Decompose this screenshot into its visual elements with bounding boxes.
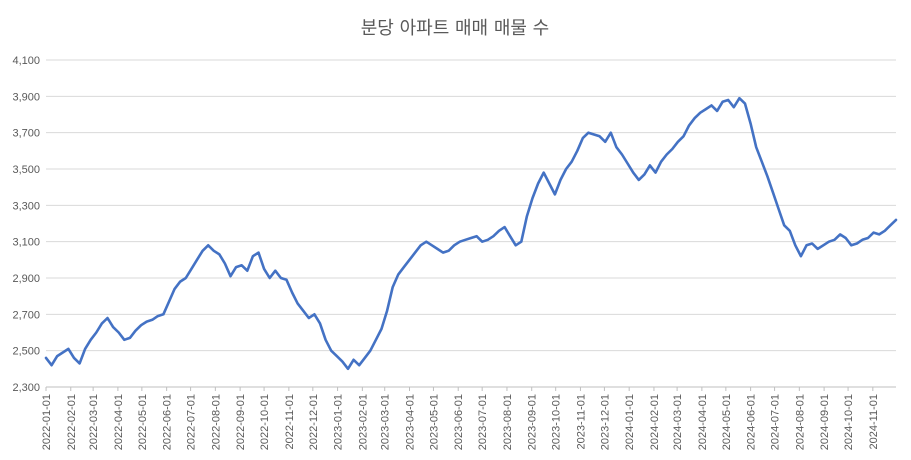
x-tick-label: 2024-02-01 (649, 394, 661, 450)
y-tick-label: 3,700 (12, 128, 40, 140)
x-tick-label: 2022-09-01 (235, 394, 247, 450)
y-tick-label: 3,500 (12, 164, 40, 176)
x-tick-label: 2022-02-01 (66, 394, 78, 450)
x-tick-label: 2024-04-01 (697, 394, 709, 450)
x-tick-label: 2024-01-01 (624, 394, 636, 450)
x-tick-label: 2024-10-01 (843, 394, 855, 450)
y-tick-label: 3,100 (12, 237, 40, 249)
x-tick-label: 2024-11-01 (868, 394, 880, 449)
x-tick-label: 2022-04-01 (113, 394, 125, 450)
series-layer (44, 96, 898, 371)
series-line-0 (44, 96, 898, 371)
x-tick-label: 2022-10-01 (259, 394, 271, 450)
x-tick-label: 2023-12-01 (599, 394, 611, 450)
x-tick-label: 2023-08-01 (502, 394, 514, 450)
x-tick-label: 2023-07-01 (477, 394, 489, 450)
x-tick-label: 2024-07-01 (770, 394, 782, 450)
y-tick-label: 2,300 (12, 382, 40, 394)
x-tick-label: 2023-06-01 (453, 394, 465, 450)
y-tick-label: 4,100 (12, 55, 40, 67)
x-tick-label: 2023-05-01 (428, 394, 440, 450)
x-tick-label: 2024-09-01 (819, 394, 831, 450)
x-axis-ticks: 2022-01-01 2022-02-01 2022-03-01 2022-04-01… (41, 387, 880, 450)
y-tick-label: 2,900 (12, 273, 40, 285)
x-tick-label: 2024-05-01 (721, 394, 733, 450)
y-axis-ticks: 2,300 2,500 2,700 2,900 3,100 3,300 3,500 3,700… (12, 55, 40, 394)
x-tick-label: 2024-03-01 (672, 394, 684, 450)
x-tick-label: 2023-02-01 (357, 394, 369, 450)
x-tick-label: 2023-03-01 (380, 394, 392, 450)
x-tick-label: 2022-08-01 (210, 394, 222, 450)
x-tick-label: 2022-03-01 (88, 394, 100, 450)
x-tick-label: 2023-10-01 (551, 394, 563, 450)
x-tick-label: 2022-01-01 (41, 394, 53, 450)
x-tick-label: 2023-09-01 (527, 394, 539, 450)
x-tick-label: 2023-01-01 (333, 394, 345, 450)
gridlines (46, 59, 896, 388)
x-tick-label: 2022-05-01 (137, 394, 149, 450)
y-tick-label: 2,700 (12, 309, 40, 321)
y-tick-label: 3,300 (12, 200, 40, 212)
x-tick-label: 2024-06-01 (746, 394, 758, 450)
chart-title: 분당 아파트 매매 매물 수 (361, 18, 550, 39)
y-tick-label: 3,900 (12, 91, 40, 103)
x-tick-label: 2022-12-01 (308, 394, 320, 450)
x-tick-label: 2022-07-01 (186, 394, 198, 450)
x-tick-label: 2023-04-01 (404, 394, 416, 450)
x-tick-label: 2023-11-01 (575, 394, 587, 449)
x-tick-label: 2022-06-01 (162, 394, 174, 450)
x-tick-label: 2024-08-01 (794, 394, 806, 450)
y-tick-label: 2,500 (12, 346, 40, 358)
x-tick-label: 2022-11-01 (284, 394, 296, 449)
